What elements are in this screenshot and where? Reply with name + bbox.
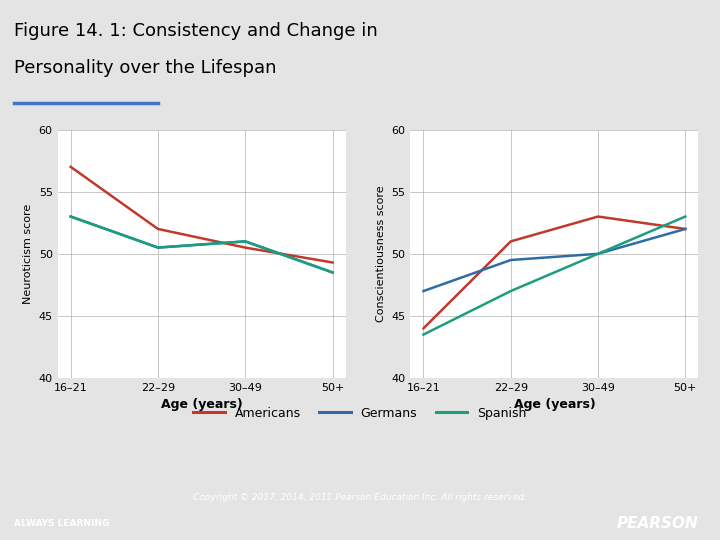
X-axis label: Age (years): Age (years) bbox=[161, 399, 243, 411]
Text: PEARSON: PEARSON bbox=[616, 516, 698, 531]
Text: Figure 14. 1: Consistency and Change in: Figure 14. 1: Consistency and Change in bbox=[14, 22, 378, 39]
Text: Copyright © 2017, 2014, 2011 Pearson Education Inc. All rights reserved.: Copyright © 2017, 2014, 2011 Pearson Edu… bbox=[193, 494, 527, 502]
Y-axis label: Conscientiousness score: Conscientiousness score bbox=[376, 185, 386, 322]
X-axis label: Age (years): Age (years) bbox=[513, 399, 595, 411]
Legend: Americans, Germans, Spanish: Americans, Germans, Spanish bbox=[189, 402, 531, 424]
Text: Personality over the Lifespan: Personality over the Lifespan bbox=[14, 59, 277, 77]
Y-axis label: Neuroticism score: Neuroticism score bbox=[23, 204, 33, 304]
Text: ALWAYS LEARNING: ALWAYS LEARNING bbox=[14, 519, 109, 528]
